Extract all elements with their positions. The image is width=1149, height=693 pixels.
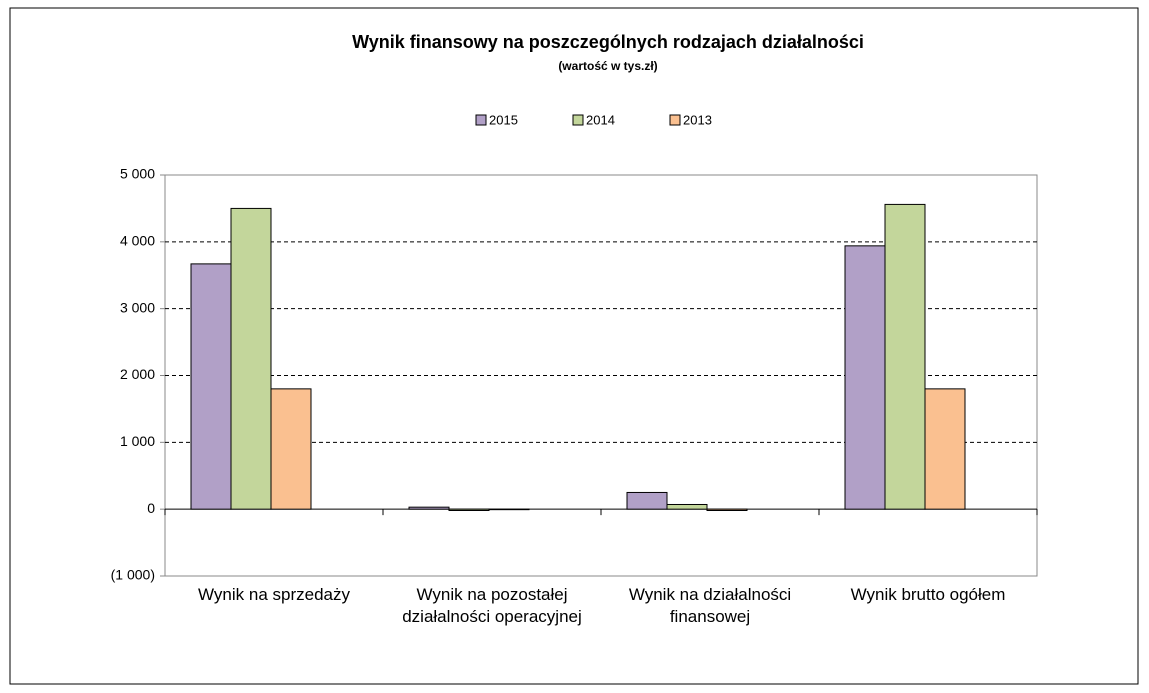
legend-label: 2013 <box>683 112 712 127</box>
y-tick-label: 4 000 <box>120 233 155 249</box>
legend-label: 2014 <box>586 112 615 127</box>
x-tick-label: Wynik na pozostałej działalności operacy… <box>402 585 582 626</box>
bar <box>666 503 708 510</box>
legend-swatch <box>475 114 487 126</box>
bar <box>884 203 926 510</box>
bar <box>270 388 312 510</box>
y-tick-label: 0 <box>147 500 155 516</box>
bar <box>408 506 450 510</box>
bar <box>448 508 490 512</box>
x-tick-label: Wynik na sprzedaży <box>198 585 350 604</box>
bar <box>626 491 668 510</box>
legend-swatch <box>669 114 681 126</box>
y-tick-label: 3 000 <box>120 299 155 315</box>
bar <box>190 263 232 510</box>
x-tick-label: Wynik na działalności finansowej <box>628 585 792 626</box>
chart-title: Wynik finansowy na poszczególnych rodzaj… <box>352 32 864 52</box>
bar <box>488 508 530 511</box>
y-tick-label: 5 000 <box>120 166 155 182</box>
y-tick-label: (1 000) <box>111 567 155 583</box>
bar <box>230 207 272 510</box>
y-tick-label: 1 000 <box>120 433 155 449</box>
x-tick-label: Wynik brutto ogółem <box>850 585 1006 604</box>
chart-border <box>9 7 1139 685</box>
legend-swatch <box>572 114 584 126</box>
legend-label: 2015 <box>489 112 518 127</box>
y-tick-label: 2 000 <box>120 366 155 382</box>
bar <box>844 245 886 510</box>
bar <box>924 388 966 510</box>
chart-subtitle: (wartość w tys.zł) <box>558 59 657 73</box>
bar <box>706 508 748 512</box>
